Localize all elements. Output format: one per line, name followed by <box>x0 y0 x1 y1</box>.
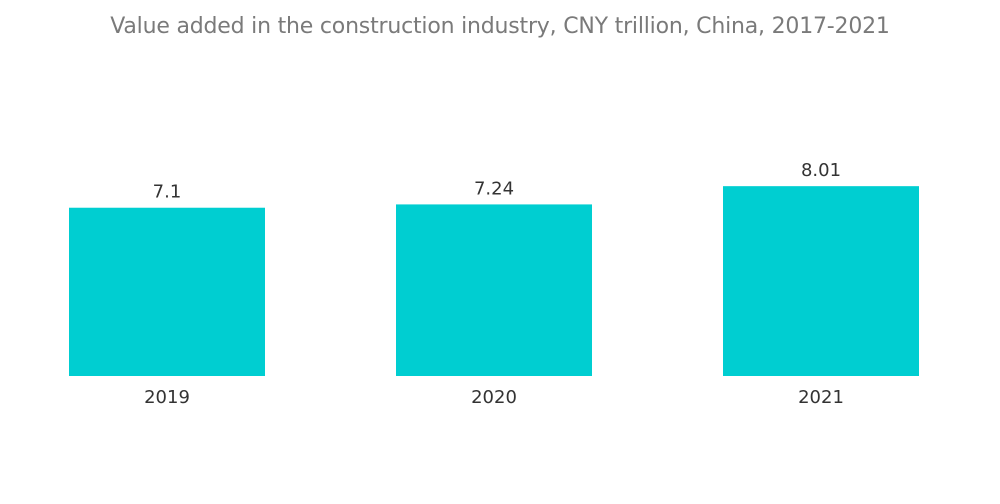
value-label-2019: 7.1 <box>153 182 182 203</box>
x-tick-label-2019: 2019 <box>144 387 190 408</box>
value-label-2021: 8.01 <box>801 160 841 181</box>
x-tick-label-2021: 2021 <box>798 387 844 408</box>
bar-2019 <box>69 207 265 376</box>
bar-2020 <box>396 204 592 376</box>
value-label-2020: 7.24 <box>474 178 514 199</box>
bar-2021 <box>723 186 919 376</box>
x-tick-label-2020: 2020 <box>471 387 517 408</box>
chart-title: Value added in the construction industry… <box>110 14 890 39</box>
